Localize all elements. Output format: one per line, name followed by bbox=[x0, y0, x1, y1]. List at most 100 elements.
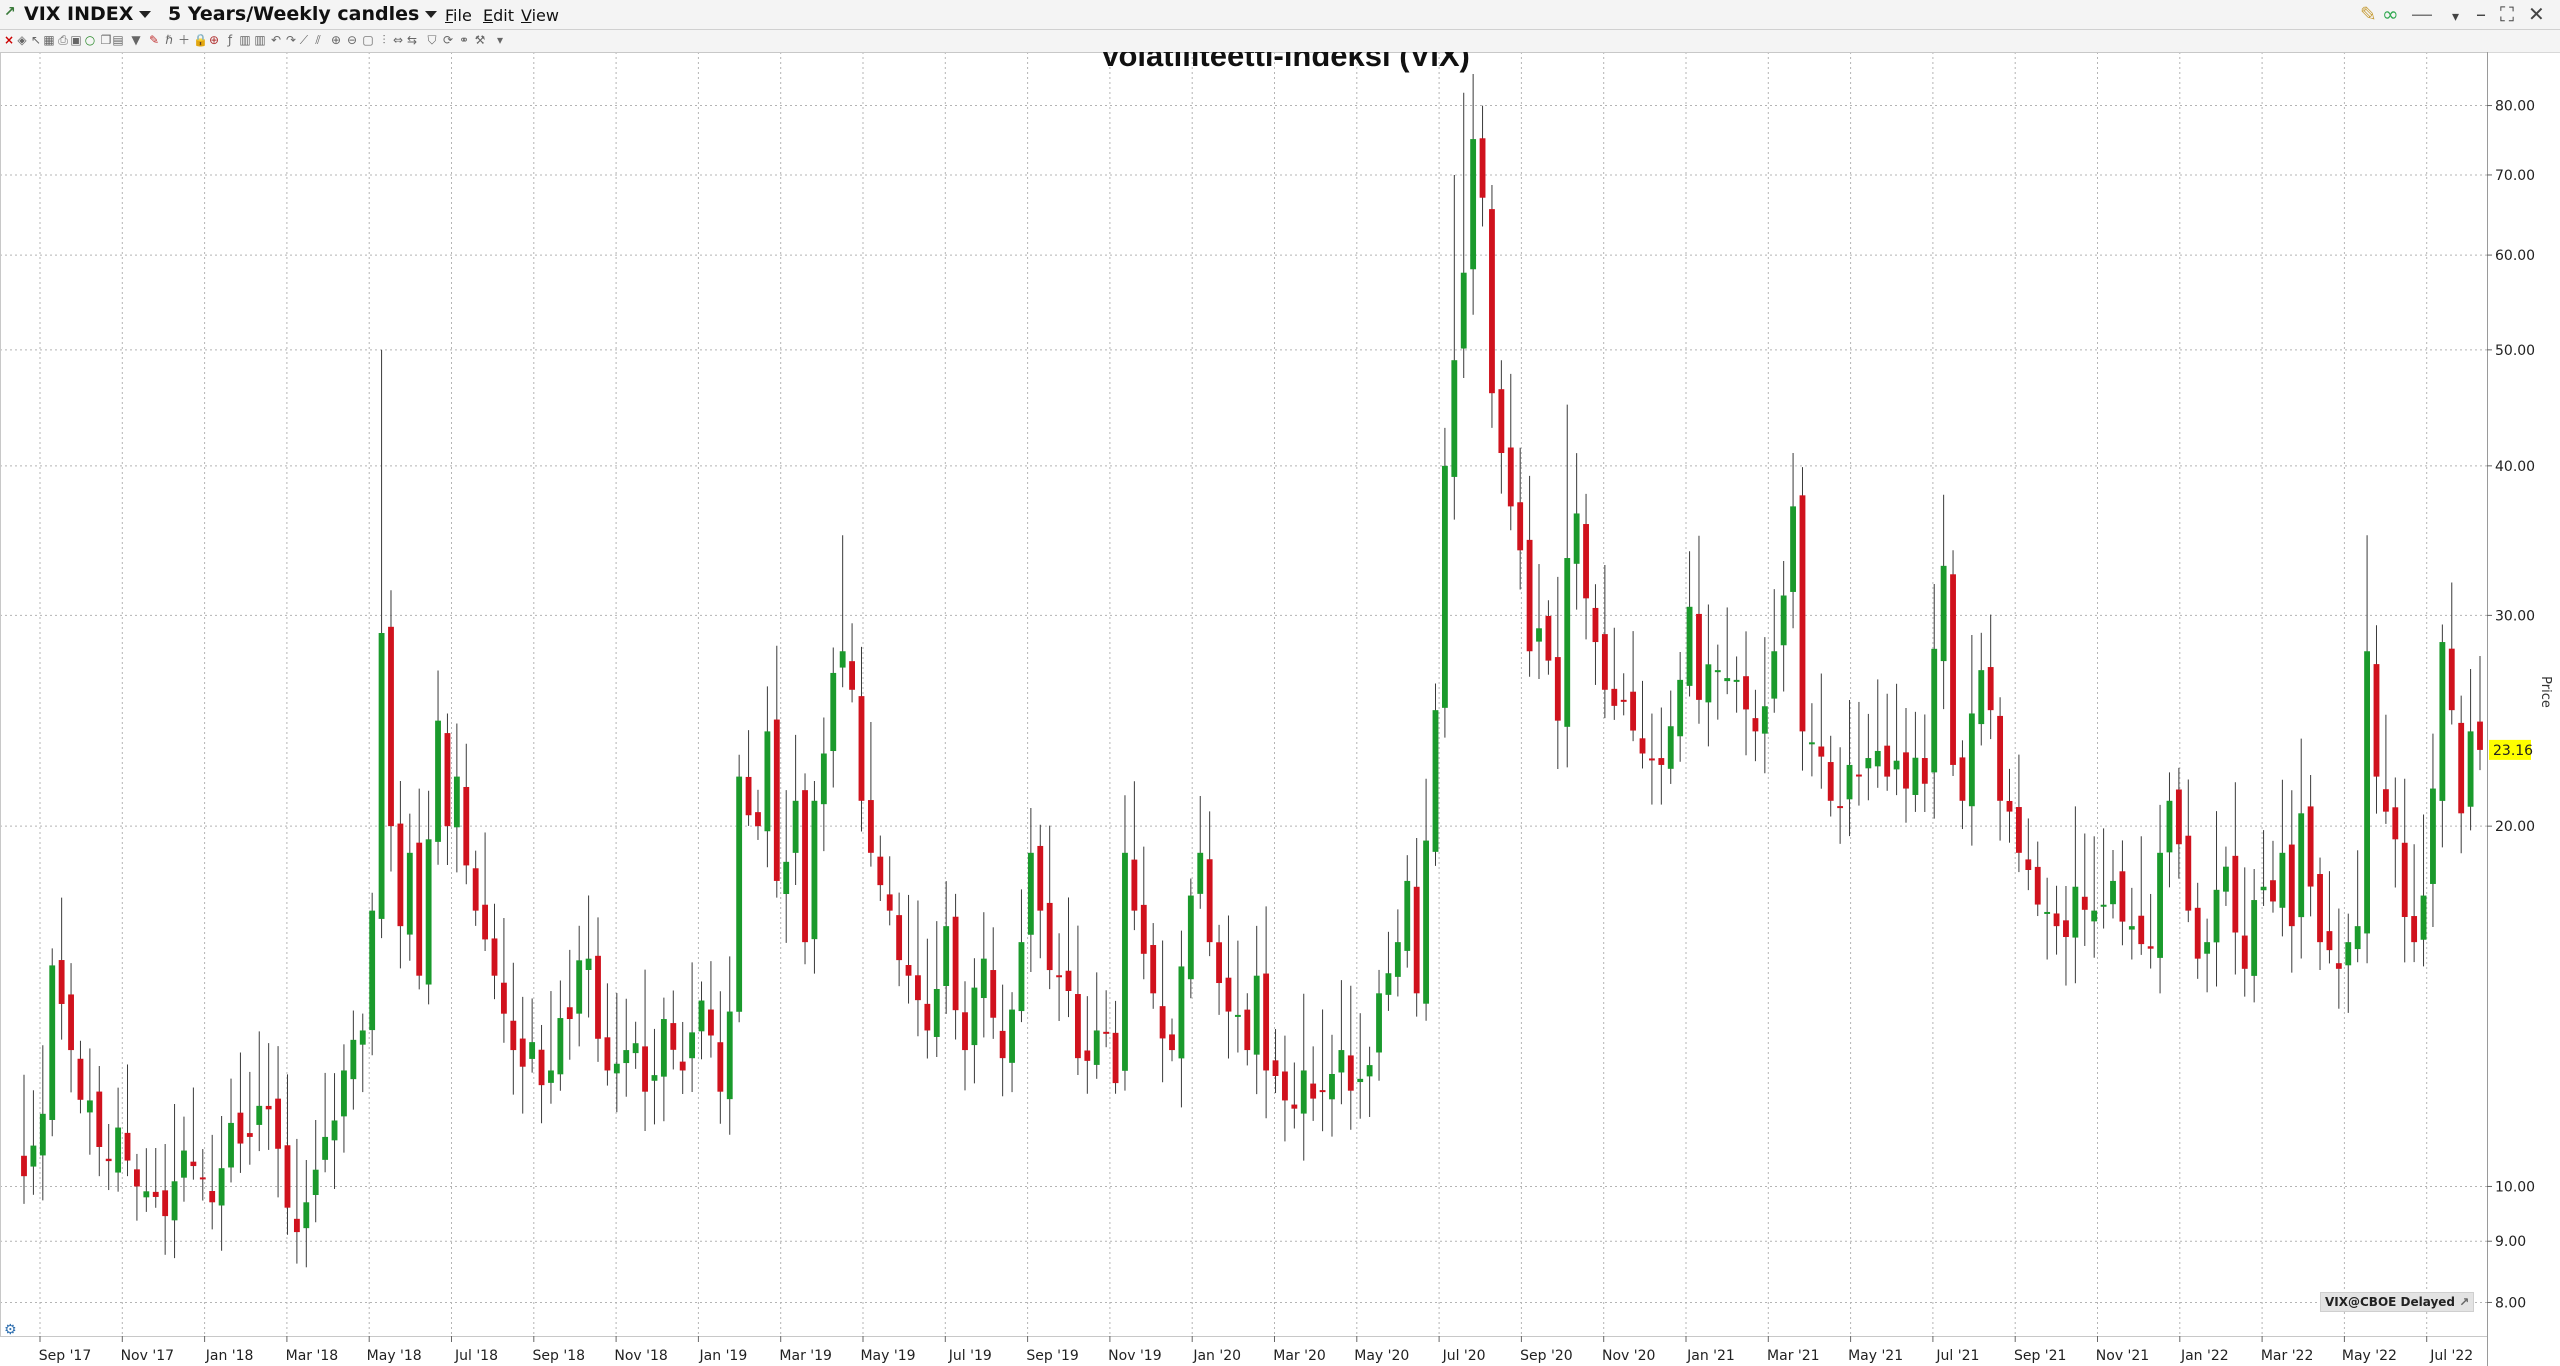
candle-body bbox=[444, 733, 451, 827]
candle-body bbox=[1319, 1090, 1326, 1093]
candle-body bbox=[1790, 506, 1796, 592]
candle-body bbox=[416, 842, 423, 976]
pin-icon[interactable]: ― bbox=[2412, 2, 2432, 26]
print-icon[interactable]: ⎙ bbox=[58, 33, 68, 47]
grid-icon[interactable]: ▦ bbox=[43, 33, 55, 47]
menu-edit[interactable]: Edit bbox=[483, 6, 514, 25]
dropdown-icon[interactable]: ▼ bbox=[131, 33, 141, 47]
scroll-icon[interactable]: ⇆ bbox=[406, 33, 418, 47]
candle-body bbox=[1649, 758, 1655, 761]
fit-icon[interactable]: ⇔ bbox=[392, 33, 404, 47]
candle-body bbox=[2477, 721, 2483, 750]
candle-body bbox=[2288, 844, 2295, 927]
refresh-icon[interactable]: ⟳ bbox=[442, 33, 454, 47]
bar-mode-icon[interactable]: ⫶ bbox=[382, 33, 386, 47]
wrench-icon[interactable]: ⚒ bbox=[474, 33, 486, 47]
candle-body bbox=[322, 1136, 329, 1160]
candle-body bbox=[1178, 966, 1185, 1059]
candle-body bbox=[764, 731, 771, 832]
save-icon[interactable]: ▣ bbox=[70, 33, 82, 47]
candle-body bbox=[1903, 752, 1909, 789]
layout-icon[interactable]: ▤ bbox=[112, 33, 124, 47]
candle-body bbox=[529, 1042, 536, 1059]
menu-file[interactable]: File bbox=[445, 6, 472, 25]
candle-body bbox=[246, 1133, 253, 1137]
x-tick-label: Mar '19 bbox=[779, 1348, 832, 1364]
candle-body bbox=[2175, 789, 2182, 845]
candle-body bbox=[1536, 628, 1542, 642]
table-icon[interactable]: ▥ bbox=[239, 33, 251, 47]
chart-area[interactable]: 8.00 9.00 10.00 20.00 30.00 40.00 50.00 60.00 70… bbox=[0, 52, 2560, 1366]
text-tool-icon[interactable]: ℏ bbox=[165, 33, 173, 47]
copy-icon[interactable]: ❐ bbox=[100, 33, 112, 47]
zoom-reset-icon[interactable]: ▢ bbox=[362, 33, 374, 47]
candle-body bbox=[1667, 726, 1674, 769]
candle-body bbox=[1366, 1065, 1373, 1077]
add-indicator-icon[interactable]: ＋ bbox=[178, 33, 191, 47]
candle-body bbox=[849, 661, 855, 690]
candle-body bbox=[2467, 731, 2474, 807]
candle-body bbox=[2044, 911, 2051, 914]
candle-body bbox=[1291, 1104, 1298, 1109]
target-icon[interactable]: ⊕ bbox=[208, 33, 220, 47]
redo-icon[interactable]: ↷ bbox=[285, 33, 297, 47]
candle-body bbox=[679, 1061, 686, 1071]
candle-body bbox=[820, 753, 827, 805]
link-icon[interactable]: ⚭ bbox=[458, 33, 470, 47]
fibonacci-icon[interactable]: ƒ bbox=[227, 33, 233, 47]
dropdown-icon[interactable]: ▾ bbox=[2452, 9, 2460, 25]
candle-body bbox=[736, 776, 743, 1012]
zoom-in-icon[interactable]: ⊕ bbox=[330, 33, 342, 47]
period-selector[interactable]: 5 Years/Weekly candles bbox=[168, 3, 438, 25]
candle-body bbox=[425, 839, 432, 985]
candle-body bbox=[2260, 886, 2267, 891]
candle-body bbox=[237, 1112, 244, 1144]
cursor-icon[interactable]: ↖ bbox=[30, 33, 42, 47]
candle-body bbox=[708, 1009, 714, 1036]
candle-body bbox=[86, 1100, 93, 1113]
candle-body bbox=[773, 719, 780, 881]
x-tick-label: Jul '18 bbox=[454, 1348, 498, 1364]
zoom-out-icon[interactable]: ⊖ bbox=[346, 33, 358, 47]
close-window-icon[interactable]: ✕ bbox=[2528, 2, 2545, 26]
menu-view[interactable]: View bbox=[521, 6, 559, 25]
symbol-selector[interactable]: VIX INDEX bbox=[24, 3, 152, 25]
data-source-badge[interactable]: VIX@CBOE Delayed ↗ bbox=[2320, 1292, 2475, 1312]
undo-icon[interactable]: ↶ bbox=[270, 33, 282, 47]
maximize-icon[interactable]: ⛶ bbox=[2500, 2, 2514, 26]
minimize-icon[interactable]: – bbox=[2476, 2, 2486, 26]
lock-icon[interactable]: 🔒 bbox=[193, 33, 208, 47]
candle-body bbox=[2458, 722, 2465, 814]
circle-icon[interactable]: ○ bbox=[84, 33, 96, 47]
candle-body bbox=[2232, 855, 2239, 933]
link-icon[interactable]: ∞ bbox=[2382, 2, 2399, 26]
columns-icon[interactable]: ▥ bbox=[254, 33, 266, 47]
candle-body bbox=[1376, 993, 1382, 1053]
candle-body bbox=[726, 1011, 733, 1100]
pencil-icon[interactable]: ✎ bbox=[2360, 2, 2377, 26]
y-tick-label: 70.00 bbox=[2495, 168, 2535, 184]
candle-body bbox=[2317, 874, 2323, 943]
candle-body bbox=[1837, 806, 1844, 809]
candle-body bbox=[604, 1037, 611, 1071]
candle-body bbox=[510, 1020, 517, 1051]
candle-body bbox=[500, 982, 507, 1014]
candle-body bbox=[1037, 845, 1044, 911]
candle-body bbox=[915, 975, 921, 1001]
plot-frame bbox=[0, 52, 2488, 1337]
channel-icon[interactable]: ⫽ bbox=[315, 33, 321, 47]
candle-body bbox=[2157, 852, 2163, 958]
candle-body bbox=[1093, 1030, 1100, 1065]
crosshair-icon[interactable]: ◈ bbox=[17, 33, 27, 47]
candle-body bbox=[190, 1161, 197, 1167]
candle-body bbox=[886, 894, 893, 911]
compare-icon[interactable]: ⛉ bbox=[427, 33, 437, 47]
candle-body bbox=[453, 776, 460, 828]
settings-icon[interactable]: ⚙ bbox=[4, 1322, 17, 1338]
pencil-icon[interactable]: ✎ bbox=[148, 33, 160, 47]
candle-body bbox=[2241, 935, 2248, 969]
more-icon[interactable]: ▾ bbox=[496, 33, 504, 47]
trendline-icon[interactable]: ⟋ bbox=[299, 33, 309, 47]
x-tick-label: Sep '19 bbox=[1026, 1348, 1079, 1364]
close-icon[interactable]: × bbox=[3, 33, 15, 47]
